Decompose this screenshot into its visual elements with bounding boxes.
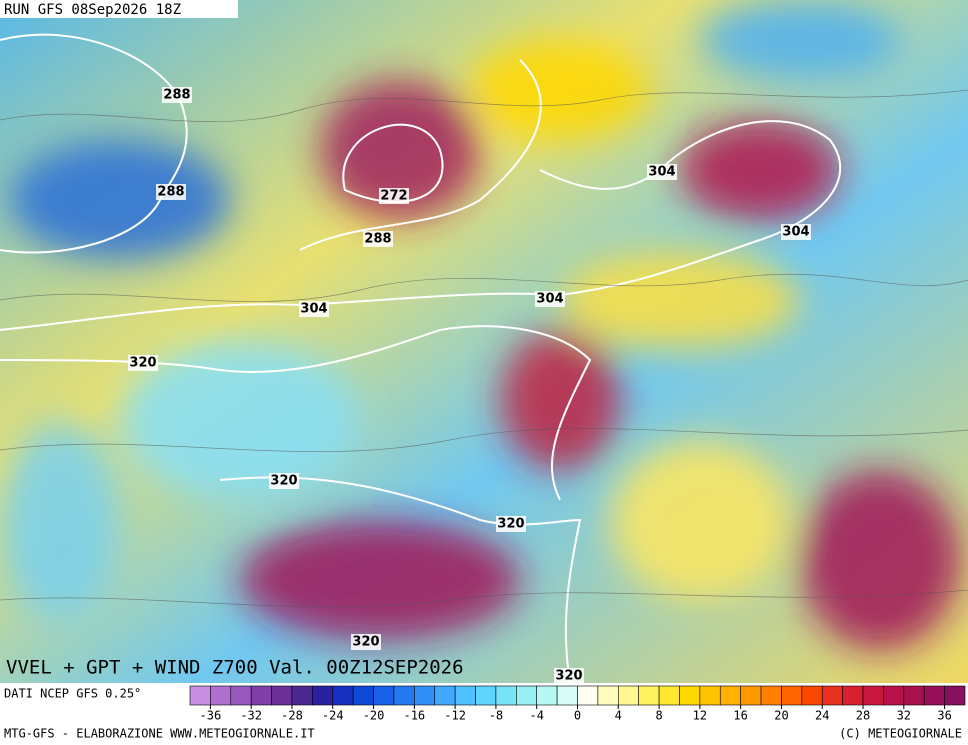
run-label: RUN GFS 08Sep2026 18Z bbox=[4, 2, 181, 18]
colorbar-swatch bbox=[862, 685, 884, 706]
contour-label: 304 bbox=[300, 302, 327, 317]
colorbar-swatch bbox=[210, 685, 232, 706]
footer-left: MTG-GFS - ELABORAZIONE WWW.METEOGIORNALE… bbox=[4, 727, 315, 741]
colorbar-tick-label: -36 bbox=[200, 709, 222, 723]
colorbar-tick-label: -20 bbox=[363, 709, 385, 723]
colorbar-swatch bbox=[617, 685, 639, 706]
colorbar-tick-label: 28 bbox=[856, 709, 870, 723]
contour-label-bg bbox=[535, 291, 565, 307]
colorbar-swatch bbox=[597, 685, 619, 706]
colorbar-swatch bbox=[556, 685, 578, 706]
colorbar-swatch bbox=[679, 685, 701, 706]
colorbar-tick-label: 4 bbox=[615, 709, 622, 723]
colorbar-swatch bbox=[923, 685, 945, 706]
colorbar-tick-label: 12 bbox=[693, 709, 707, 723]
map-title: VVEL + GPT + WIND Z700 Val. 00Z12SEP2026 bbox=[6, 657, 464, 679]
contour-label-bg bbox=[128, 355, 158, 371]
colorbar-tick-label: 24 bbox=[815, 709, 829, 723]
colorbar-tick-label: 8 bbox=[655, 709, 662, 723]
colorbar-swatch bbox=[393, 685, 415, 706]
contour-label-bg bbox=[781, 224, 811, 240]
colorbar-swatch bbox=[944, 685, 966, 706]
contour-label: 304 bbox=[648, 165, 675, 180]
colorbar-swatch bbox=[536, 685, 558, 706]
contour-labels: 288 288 272 288 304 320 304 304 304 320 320 320 320 bbox=[128, 87, 811, 684]
colorbar-tick-label: -24 bbox=[322, 709, 344, 723]
colorbar-tick-label: 16 bbox=[733, 709, 747, 723]
data-source: DATI NCEP GFS 0.25° bbox=[4, 687, 141, 701]
contour-label: 304 bbox=[782, 225, 809, 240]
contour-label: 304 bbox=[536, 292, 563, 307]
colorbar-swatch bbox=[903, 685, 925, 706]
colorbar-swatch bbox=[760, 685, 782, 706]
colorbar-swatch bbox=[414, 685, 436, 706]
colorbar-swatch bbox=[577, 685, 599, 706]
colorbar-swatch bbox=[373, 685, 395, 706]
colorbar-swatch bbox=[740, 685, 762, 706]
colorbar-swatch bbox=[475, 685, 497, 706]
contour-label-bg bbox=[162, 87, 192, 103]
footer-right: (C) METEOGIORNALE bbox=[839, 727, 962, 741]
contour-label-bg bbox=[269, 473, 299, 489]
colorbar-swatch bbox=[821, 685, 843, 706]
colorbar-tick-label: 32 bbox=[897, 709, 911, 723]
contour-label: 320 bbox=[270, 474, 297, 489]
contour-label: 288 bbox=[163, 88, 190, 103]
contour-label-bg bbox=[647, 164, 677, 180]
colorbar-swatch bbox=[291, 685, 313, 706]
colorbar-swatch bbox=[638, 685, 660, 706]
contour-label-bg bbox=[299, 301, 329, 317]
colorbar-tick-label: 36 bbox=[937, 709, 951, 723]
colorbar-swatch bbox=[271, 685, 293, 706]
colorbar-swatch bbox=[842, 685, 864, 706]
colorbar-swatch bbox=[230, 685, 252, 706]
vvel-field bbox=[0, 0, 960, 650]
colorbar-tick-label: 0 bbox=[574, 709, 581, 723]
colorbar: -36 -32 -28 -24 -20 -16 -12 -8 -4 0 4 8 12 16 20 24 28 32… bbox=[189, 685, 966, 723]
contour-label-bg bbox=[554, 668, 584, 684]
contour-label-bg bbox=[379, 188, 409, 204]
contour-label-bg bbox=[351, 634, 381, 650]
contour-label-bg bbox=[496, 516, 526, 532]
contour-label-bg bbox=[156, 184, 186, 200]
colorbar-swatch bbox=[883, 685, 905, 706]
colorbar-tick-label: -32 bbox=[240, 709, 262, 723]
contour-label: 320 bbox=[497, 517, 524, 532]
colorbar-tick-label: 20 bbox=[774, 709, 788, 723]
wind-streamlines bbox=[0, 89, 968, 608]
colorbar-swatch bbox=[495, 685, 517, 706]
colorbar-swatch bbox=[719, 685, 741, 706]
map-area: RUN GFS 08Sep2026 18Z VVEL + GPT + WIND … bbox=[0, 0, 968, 684]
contour-label: 288 bbox=[364, 232, 391, 247]
contour-label: 320 bbox=[352, 635, 379, 650]
colorbar-swatch bbox=[658, 685, 680, 706]
colorbar-swatch bbox=[189, 685, 211, 706]
colorbar-swatch bbox=[781, 685, 803, 706]
contour-label: 288 bbox=[157, 185, 184, 200]
colorbar-tick-label: -16 bbox=[403, 709, 425, 723]
colorbar-swatch bbox=[352, 685, 374, 706]
colorbar-swatch bbox=[516, 685, 538, 706]
colorbar-swatch bbox=[332, 685, 354, 706]
colorbar-tick-label: -12 bbox=[444, 709, 466, 723]
colorbar-swatch bbox=[699, 685, 721, 706]
contour-label: 272 bbox=[380, 189, 407, 204]
contour-label-bg bbox=[363, 231, 393, 247]
colorbar-swatch bbox=[454, 685, 476, 706]
colorbar-swatch bbox=[250, 685, 272, 706]
header-box bbox=[0, 0, 238, 18]
colorbar-swatch bbox=[801, 685, 823, 706]
colorbar-tick-label: -28 bbox=[281, 709, 303, 723]
colorbar-tick-label: -8 bbox=[489, 709, 503, 723]
contour-label: 320 bbox=[555, 669, 582, 684]
colorbar-swatch bbox=[434, 685, 456, 706]
colorbar-swatch bbox=[312, 685, 334, 706]
contour-label: 320 bbox=[129, 356, 156, 371]
colorbar-tick-label: -4 bbox=[529, 709, 543, 723]
